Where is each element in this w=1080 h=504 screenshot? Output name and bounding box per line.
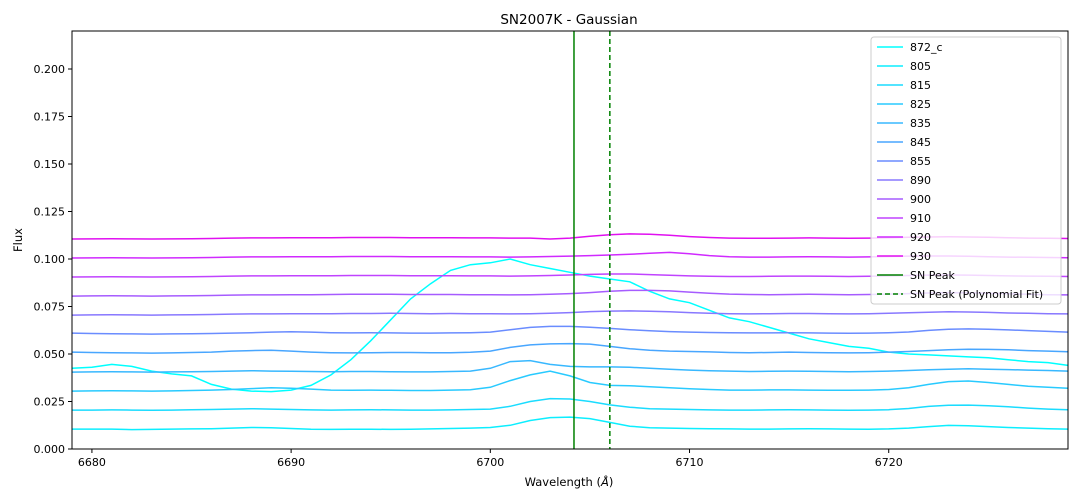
x-tick-label: 6700: [476, 456, 504, 469]
x-axis-label-unit: Å: [600, 474, 609, 489]
legend-label: 872_c: [910, 41, 943, 54]
y-tick-label: 0.025: [34, 396, 66, 409]
legend-label: 910: [910, 212, 931, 225]
plot-border: [71, 30, 1069, 450]
legend-label: 815: [910, 79, 931, 92]
vline-layer: [573, 31, 611, 449]
series-line-845: [71, 342, 1069, 354]
x-axis-label: Wavelength (Å): [525, 474, 614, 489]
legend-label: 920: [910, 231, 931, 244]
y-tick-label: 0.200: [34, 63, 66, 76]
legend-label: 825: [910, 98, 931, 111]
legend-label: 855: [910, 155, 931, 168]
x-tick-label: 6720: [875, 456, 903, 469]
legend-label: 890: [910, 174, 931, 187]
legend-box: [870, 36, 1062, 305]
x-axis: 6680 6690 6700 6710 6720: [78, 449, 903, 469]
legend-label: 930: [910, 250, 931, 263]
y-tick-label: 0.125: [34, 206, 66, 219]
x-tick-label: 6680: [78, 456, 106, 469]
legend-label: SN Peak: [910, 269, 955, 282]
x-axis-label-close: ): [609, 475, 614, 489]
series-line-815: [72, 397, 1069, 411]
y-axis: 0.000 0.025 0.050 0.075 0.100 0.125 0.150 0.175…: [34, 63, 72, 456]
series-line-855: [71, 325, 1069, 335]
y-tick-label: 0.075: [34, 301, 66, 314]
chart-title: SN2007K - Gaussian: [500, 12, 637, 28]
series-line-835: [71, 359, 1069, 373]
y-tick-label: 0.100: [34, 253, 66, 266]
series-line-825: [71, 370, 1069, 392]
legend-label: 805: [910, 60, 931, 73]
legend-items: 872_c 805 815 825 835 845 855 890 900 910 920 930 SN…: [877, 41, 1043, 301]
x-tick-label: 6710: [676, 456, 704, 469]
legend-label: SN Peak (Polynomial Fit): [910, 288, 1043, 301]
legend-label: 900: [910, 193, 931, 206]
x-tick-label: 6690: [277, 456, 305, 469]
series-line-805: [72, 416, 1069, 431]
y-axis-label: Flux: [11, 228, 25, 252]
legend: 872_c 805 815 825 835 845 855 890 900 910 920 930 SN…: [870, 36, 1062, 305]
y-tick-label: 0.000: [34, 443, 66, 456]
x-axis-label-text: Wavelength (: [525, 475, 601, 489]
y-tick-label: 0.050: [34, 348, 66, 361]
y-tick-label: 0.150: [34, 158, 66, 171]
series-line-890: [71, 310, 1069, 316]
y-tick-label: 0.175: [34, 111, 66, 124]
legend-label: 845: [910, 136, 931, 149]
legend-label: 835: [910, 117, 931, 130]
